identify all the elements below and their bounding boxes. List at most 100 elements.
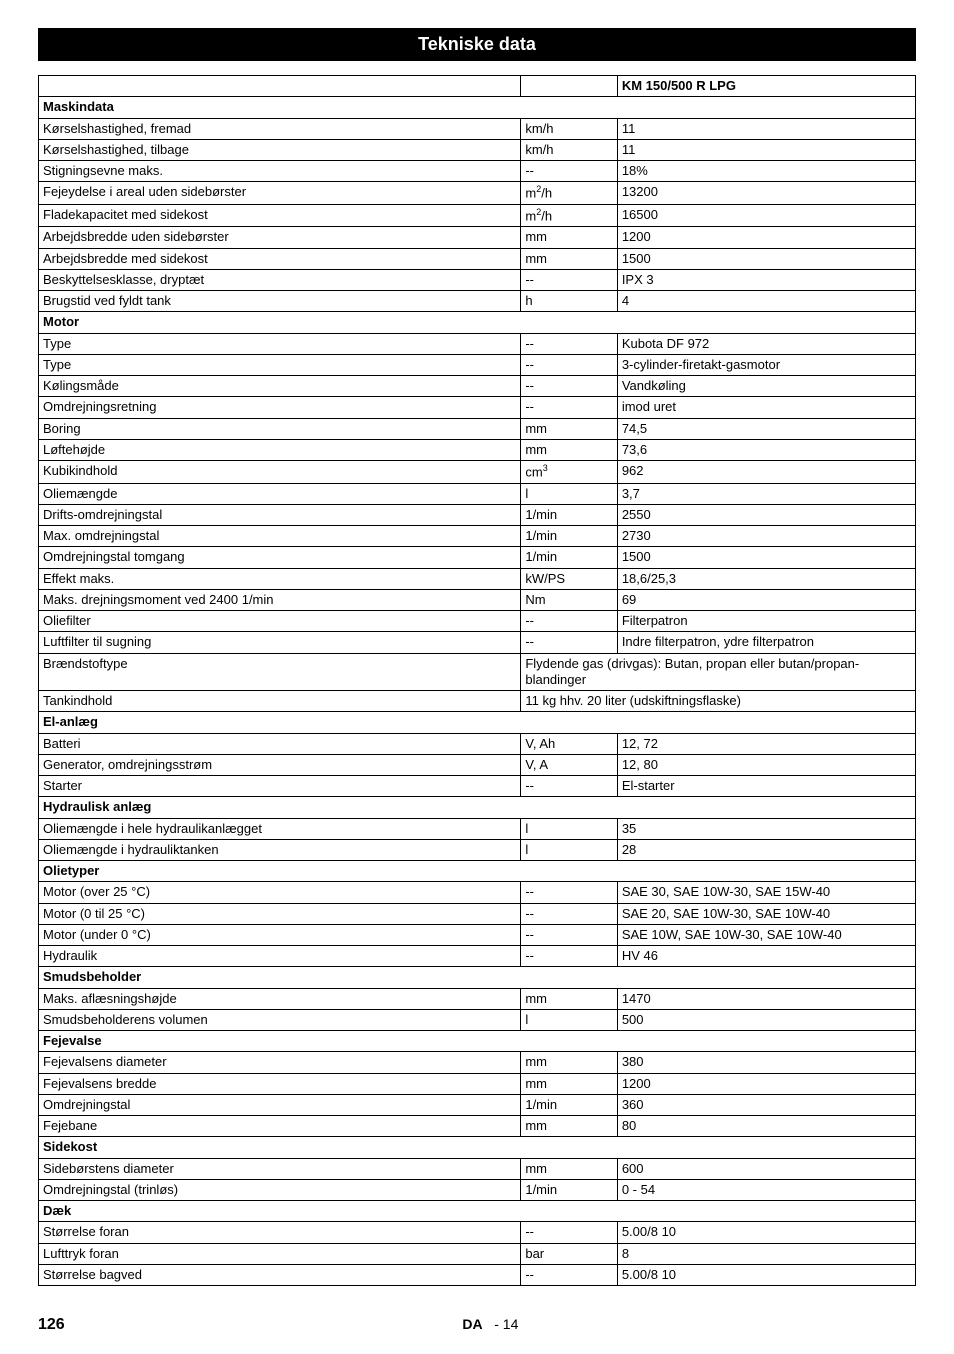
row-unit: -- xyxy=(521,946,617,967)
model-header: KM 150/500 R LPG xyxy=(617,76,915,97)
row-unit: -- xyxy=(521,882,617,903)
row-value: El-starter xyxy=(617,776,915,797)
row-value: 1470 xyxy=(617,988,915,1009)
table-row: Tankindhold11 kg hhv. 20 liter (udskiftn… xyxy=(39,691,916,712)
row-unit: 1/min xyxy=(521,1094,617,1115)
row-unit: mm xyxy=(521,248,617,269)
row-label: Oliefilter xyxy=(39,611,521,632)
row-unit: V, A xyxy=(521,754,617,775)
row-label: Omdrejningstal tomgang xyxy=(39,547,521,568)
table-row: Arbejdsbredde uden sidebørstermm1200 xyxy=(39,227,916,248)
title-bar: Tekniske data xyxy=(38,28,916,61)
row-label: Maks. drejningsmoment ved 2400 1/min xyxy=(39,589,521,610)
row-value: Indre filterpatron, ydre filterpatron xyxy=(617,632,915,653)
table-header: KM 150/500 R LPG xyxy=(39,76,916,97)
row-unit: -- xyxy=(521,924,617,945)
row-unit: 1/min xyxy=(521,1179,617,1200)
table-row: Fejevalsens diametermm380 xyxy=(39,1052,916,1073)
row-unit: -- xyxy=(521,333,617,354)
row-label: Kubikindhold xyxy=(39,461,521,484)
row-value: 13200 xyxy=(617,182,915,205)
section-label: Maskindata xyxy=(39,97,916,118)
section-row: Olietyper xyxy=(39,861,916,882)
row-label: Luftfilter til sugning xyxy=(39,632,521,653)
row-unit: h xyxy=(521,291,617,312)
row-label: Løftehøjde xyxy=(39,439,521,460)
row-value: 2730 xyxy=(617,526,915,547)
row-label: Sidebørstens diameter xyxy=(39,1158,521,1179)
section-row: Maskindata xyxy=(39,97,916,118)
row-value: 5.00/8 10 xyxy=(617,1222,915,1243)
row-value: 3-cylinder-firetakt-gasmotor xyxy=(617,354,915,375)
row-value: 1200 xyxy=(617,1073,915,1094)
table-row: Arbejdsbredde med sidekostmm1500 xyxy=(39,248,916,269)
table-row: Type--3-cylinder-firetakt-gasmotor xyxy=(39,354,916,375)
table-row: Maks. aflæsningshøjdemm1470 xyxy=(39,988,916,1009)
row-value: 73,6 xyxy=(617,439,915,460)
table-row: Starter--El-starter xyxy=(39,776,916,797)
row-value: HV 46 xyxy=(617,946,915,967)
table-row: Omdrejningsretning--imod uret xyxy=(39,397,916,418)
table-row: Oliefilter--Filterpatron xyxy=(39,611,916,632)
row-unit: l xyxy=(521,839,617,860)
row-label: Omdrejningstal xyxy=(39,1094,521,1115)
row-unit: -- xyxy=(521,611,617,632)
row-value: Filterpatron xyxy=(617,611,915,632)
row-label: Starter xyxy=(39,776,521,797)
row-unit: mm xyxy=(521,1052,617,1073)
row-unit: Nm xyxy=(521,589,617,610)
row-value: 12, 72 xyxy=(617,733,915,754)
table-row: Fejebanemm80 xyxy=(39,1116,916,1137)
table-row: Motor (under 0 °C)--SAE 10W, SAE 10W-30,… xyxy=(39,924,916,945)
row-unit: -- xyxy=(521,354,617,375)
row-value: Vandkøling xyxy=(617,376,915,397)
table-row: Brugstid ved fyldt tankh4 xyxy=(39,291,916,312)
row-label: Omdrejningstal (trinløs) xyxy=(39,1179,521,1200)
row-label: Kølingsmåde xyxy=(39,376,521,397)
table-row: Oliemængde i hele hydraulikanlæggetl35 xyxy=(39,818,916,839)
section-label: Olietyper xyxy=(39,861,916,882)
table-row: Sidebørstens diametermm600 xyxy=(39,1158,916,1179)
row-value: 16500 xyxy=(617,204,915,227)
row-value: imod uret xyxy=(617,397,915,418)
row-label: Effekt maks. xyxy=(39,568,521,589)
row-unit: m2/h xyxy=(521,182,617,205)
row-label: Stigningsevne maks. xyxy=(39,161,521,182)
table-row: Effekt maks.kW/PS18,6/25,3 xyxy=(39,568,916,589)
row-value: Kubota DF 972 xyxy=(617,333,915,354)
row-label: Tankindhold xyxy=(39,691,521,712)
row-unit: -- xyxy=(521,269,617,290)
row-label: Fejevalsens diameter xyxy=(39,1052,521,1073)
row-label: Oliemængde i hydrauliktanken xyxy=(39,839,521,860)
table-row: Generator, omdrejningsstrømV, A12, 80 xyxy=(39,754,916,775)
row-label: Brugstid ved fyldt tank xyxy=(39,291,521,312)
page-footer: 126 DA - 14 xyxy=(38,1316,916,1334)
table-row: Omdrejningstal tomgang1/min1500 xyxy=(39,547,916,568)
table-row: Fejevalsens breddemm1200 xyxy=(39,1073,916,1094)
table-row: Størrelse foran--5.00/8 10 xyxy=(39,1222,916,1243)
table-row: Kørselshastighed, fremadkm/h11 xyxy=(39,118,916,139)
row-value: 35 xyxy=(617,818,915,839)
table-row: Oliemængdel3,7 xyxy=(39,483,916,504)
row-value: 80 xyxy=(617,1116,915,1137)
row-unit: -- xyxy=(521,376,617,397)
page-number-left: 126 xyxy=(38,1316,65,1334)
row-unit: -- xyxy=(521,903,617,924)
section-row: Hydraulisk anlæg xyxy=(39,797,916,818)
section-row: El-anlæg xyxy=(39,712,916,733)
table-row: Luftfilter til sugning--Indre filterpatr… xyxy=(39,632,916,653)
row-unit: mm xyxy=(521,227,617,248)
spec-table: KM 150/500 R LPG MaskindataKørselshastig… xyxy=(38,75,916,1286)
row-value: 18,6/25,3 xyxy=(617,568,915,589)
table-row: Maks. drejningsmoment ved 2400 1/minNm69 xyxy=(39,589,916,610)
row-value: 5.00/8 10 xyxy=(617,1264,915,1285)
row-unit: V, Ah xyxy=(521,733,617,754)
row-label: Kørselshastighed, fremad xyxy=(39,118,521,139)
row-label: Oliemængde i hele hydraulikanlægget xyxy=(39,818,521,839)
row-unit: mm xyxy=(521,439,617,460)
row-unit: mm xyxy=(521,1073,617,1094)
table-row: Fladekapacitet med sidekostm2/h16500 xyxy=(39,204,916,227)
row-unit: -- xyxy=(521,1222,617,1243)
section-label: Hydraulisk anlæg xyxy=(39,797,916,818)
row-unit: l xyxy=(521,818,617,839)
